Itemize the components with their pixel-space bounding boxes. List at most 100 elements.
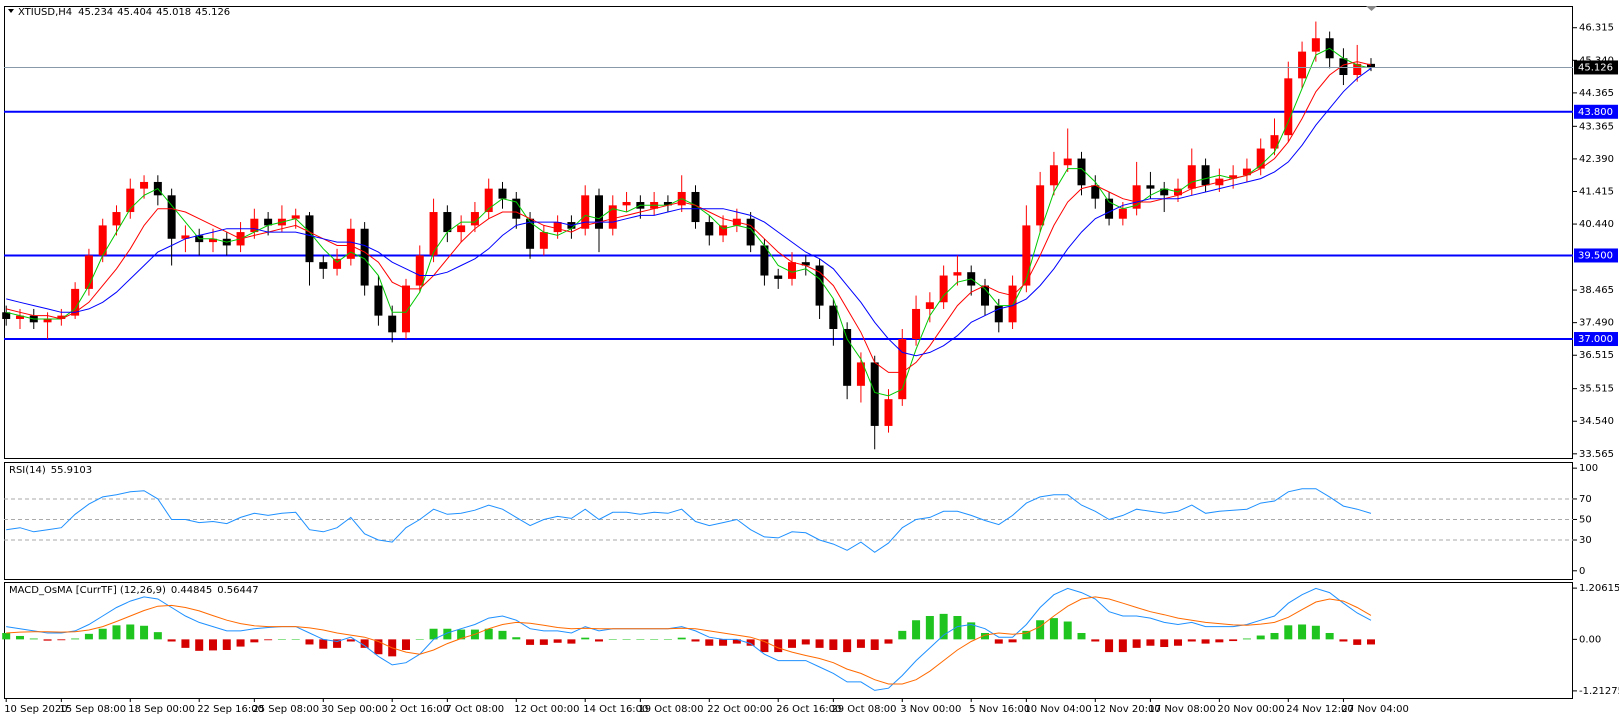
osma-bar	[760, 639, 769, 653]
candle-body	[112, 212, 121, 226]
osma-bar	[443, 628, 452, 640]
x-tick-label: 3 Nov 00:00	[900, 704, 961, 715]
candle-body	[291, 215, 300, 219]
osma-bar	[71, 638, 80, 640]
candle-body	[360, 228, 369, 286]
candle-body	[663, 202, 672, 206]
osma-bar	[663, 639, 672, 640]
osma-bar	[636, 639, 645, 640]
menu-arrow[interactable]	[8, 9, 14, 13]
candle-body	[429, 212, 438, 256]
osma-bar	[553, 639, 562, 643]
candle-body	[1311, 38, 1320, 52]
candle-body	[1008, 285, 1017, 323]
candle-body	[457, 225, 466, 233]
osma-bar	[291, 639, 300, 640]
macd-header: MACD_OsMA [CurrTF] (12,26,9) 0.44845 0.564…	[9, 585, 259, 596]
candle-body	[264, 218, 273, 226]
rsi-panel	[4, 462, 1573, 580]
x-tick-label: 22 Oct 00:00	[707, 704, 772, 715]
osma-bar	[677, 637, 686, 640]
y-tick-label: 34.540	[1579, 416, 1614, 427]
candle-body	[319, 262, 328, 269]
osma-bar	[1105, 639, 1114, 653]
y-tick-label: 44.365	[1579, 88, 1614, 99]
candle-body	[15, 315, 24, 319]
osma-bar	[870, 639, 879, 650]
osma-bar	[567, 639, 576, 644]
y-tick-label: 1.20615	[1579, 583, 1619, 594]
candle-body	[870, 362, 879, 426]
candle-body	[484, 188, 493, 213]
osma-bar	[884, 639, 893, 644]
moving-average	[6, 61, 1372, 373]
candle-body	[1091, 185, 1100, 199]
candle-body	[705, 222, 714, 236]
x-tick-label: 12 Oct 00:00	[514, 704, 579, 715]
macd-line	[6, 596, 1372, 685]
osma-bar	[126, 624, 135, 640]
candle-body	[787, 262, 796, 279]
x-tick-label: 7 Oct 08:00	[445, 704, 504, 715]
osma-bar	[1201, 639, 1210, 644]
candle-body	[843, 329, 852, 386]
x-tick-label: 30 Sep 00:00	[321, 704, 388, 715]
candle-body	[994, 305, 1003, 323]
candle-body	[126, 188, 135, 213]
candle-body	[415, 255, 424, 286]
candle-body	[1132, 185, 1141, 209]
x-tick-label: 26 Oct 16:00	[776, 704, 841, 715]
x-tick-label: 19 Oct 08:00	[638, 704, 703, 715]
y-tick-label: 35.515	[1579, 384, 1614, 395]
candle-body	[953, 272, 962, 276]
osma-bar	[1146, 639, 1155, 646]
osma-bar	[1270, 632, 1279, 640]
osma-bar	[1256, 635, 1265, 640]
candle-body	[1229, 175, 1238, 179]
candle-body	[1353, 63, 1362, 76]
osma-bar	[967, 622, 976, 640]
y-tick-label: 37.490	[1579, 318, 1614, 329]
osma-bar	[1298, 624, 1307, 640]
candle-body	[512, 198, 521, 219]
candle-body	[912, 308, 921, 340]
osma-bar	[953, 615, 962, 640]
osma-bar	[153, 632, 162, 640]
osma-bar	[1284, 625, 1293, 640]
osma-bar	[360, 639, 369, 648]
osma-bar	[1215, 639, 1224, 643]
osma-bar	[498, 630, 507, 640]
x-tick-label: 22 Sep 16:00	[197, 704, 264, 715]
candle-body	[608, 205, 617, 229]
y-tick-label: 41.415	[1579, 186, 1614, 197]
osma-bar	[374, 639, 383, 655]
level-label-box	[1574, 248, 1618, 263]
y-tick-label: 46.315	[1579, 23, 1614, 34]
symbol: XTIUSD,H4	[18, 7, 72, 18]
candle-body	[1049, 165, 1058, 186]
macd-panel	[4, 582, 1573, 699]
x-tick-label: 14 Oct 16:00	[583, 704, 648, 715]
osma-bar	[457, 629, 466, 640]
y-tick-label: -1.21275	[1579, 686, 1619, 697]
shift-marker[interactable]	[1366, 6, 1377, 11]
candle-body	[167, 195, 176, 239]
candle-body	[1242, 168, 1251, 176]
candle-body	[498, 188, 507, 199]
osma-bar	[236, 639, 245, 647]
candle-body	[1118, 208, 1127, 219]
candle-body	[774, 275, 783, 279]
osma-bar	[512, 637, 521, 640]
candle-body	[539, 232, 548, 249]
candle-body	[1036, 185, 1045, 226]
candle-body	[939, 275, 948, 303]
candle-body	[1270, 135, 1279, 149]
osma-bar	[1022, 630, 1031, 640]
osma-bar	[705, 639, 714, 646]
osma-bar	[1339, 639, 1348, 642]
candle-body	[1022, 225, 1031, 286]
x-tick-label: 12 Nov 20:00	[1093, 704, 1160, 715]
osma-bar	[277, 639, 286, 640]
x-tick-label: 18 Sep 00:00	[128, 704, 195, 715]
candle-body	[829, 305, 838, 330]
